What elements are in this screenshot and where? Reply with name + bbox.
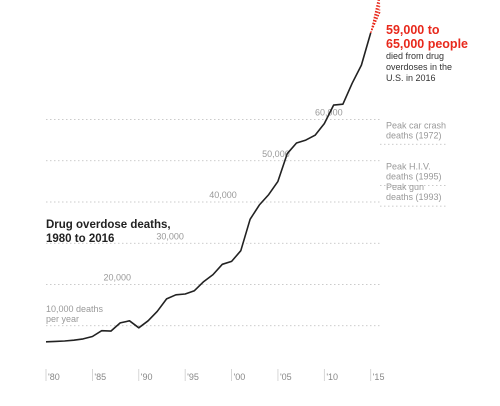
x-tick-label-2000: '00 bbox=[234, 372, 246, 382]
highlight-note-line-1: died from drug bbox=[386, 51, 444, 61]
reference-label-0: Peak car crash deaths (1972) bbox=[386, 120, 446, 140]
gridline-label-20000-line-1: 20,000 bbox=[104, 273, 132, 283]
x-tick-label-1990: '90 bbox=[141, 372, 153, 382]
gridlines: 10,000 deaths per year 20,000 30,000 40,000 5… bbox=[46, 108, 380, 327]
gridline-label-30000-line-1: 30,000 bbox=[156, 231, 184, 241]
projection-ray-5 bbox=[370, 1, 381, 34]
reference-label-2: Peak gun deaths (1993) bbox=[386, 182, 442, 202]
reference-label-0-line-2: deaths (1972) bbox=[386, 130, 442, 140]
reference-label-2-line-1: Peak gun bbox=[386, 182, 424, 192]
x-tick-label-1995: '95 bbox=[187, 372, 199, 382]
series-line-overdose-deaths bbox=[45, 32, 372, 343]
highlight-value-line-2: 65,000 people bbox=[386, 37, 468, 51]
reference-label-0-line-1: Peak car crash bbox=[386, 120, 446, 130]
chart-title-line-1: Drug overdose deaths, bbox=[46, 219, 171, 231]
x-tick-label-2015: '15 bbox=[373, 372, 385, 382]
gridline-label-20000: 20,000 bbox=[104, 273, 132, 283]
highlight-value: 59,000 to 65,000 people bbox=[386, 23, 468, 51]
gridline-label-10000-line-1: 10,000 deaths bbox=[46, 304, 104, 314]
highlight-note-line-3: U.S. in 2016 bbox=[386, 73, 436, 83]
x-axis: '80 '85 '90 '95 '00 '05 '10 '15 bbox=[45, 369, 385, 382]
gridline-label-30000: 30,000 bbox=[156, 231, 184, 241]
x-tick-label-2010: '10 bbox=[326, 372, 338, 382]
highlight-value-line-1: 59,000 to bbox=[386, 23, 440, 37]
series-layer bbox=[45, 0, 381, 343]
x-tick-label-1980: '80 bbox=[48, 372, 60, 382]
gridline-label-50000: 50,000 bbox=[262, 149, 290, 159]
reference-label-2-line-2: deaths (1993) bbox=[386, 192, 442, 202]
chart-title-line-2: 1980 to 2016 bbox=[46, 233, 114, 245]
gridline-label-40000-line-1: 40,000 bbox=[209, 190, 237, 200]
reference-label-1-line-2: deaths (1995) bbox=[386, 172, 442, 182]
projection-2016 bbox=[370, 0, 381, 34]
gridline-label-50000-line-1: 50,000 bbox=[262, 149, 290, 159]
highlight-note-line-2: overdoses in the bbox=[386, 62, 452, 72]
highlight-note: died from drug overdoses in the U.S. in … bbox=[386, 51, 455, 83]
x-tick-label-1985: '85 bbox=[94, 372, 106, 382]
gridline-label-10000: 10,000 deaths per year bbox=[46, 304, 104, 324]
projection-ray-8 bbox=[370, 0, 379, 33]
chart-title: Drug overdose deaths, 1980 to 2016 bbox=[46, 219, 174, 245]
gridline-label-10000-line-2: per year bbox=[46, 314, 79, 324]
gridline-label-60000-line-1: 60,000 bbox=[315, 108, 343, 118]
reference-label-1-line-1: Peak H.I.V. bbox=[386, 162, 431, 172]
x-tick-label-2005: '05 bbox=[280, 372, 292, 382]
reference-lines: Peak car crash deaths (1972)Peak H.I.V. de… bbox=[380, 120, 446, 207]
gridline-label-40000: 40,000 bbox=[209, 190, 237, 200]
reference-label-1: Peak H.I.V. deaths (1995) bbox=[386, 162, 442, 182]
gridline-label-60000: 60,000 bbox=[315, 108, 343, 118]
